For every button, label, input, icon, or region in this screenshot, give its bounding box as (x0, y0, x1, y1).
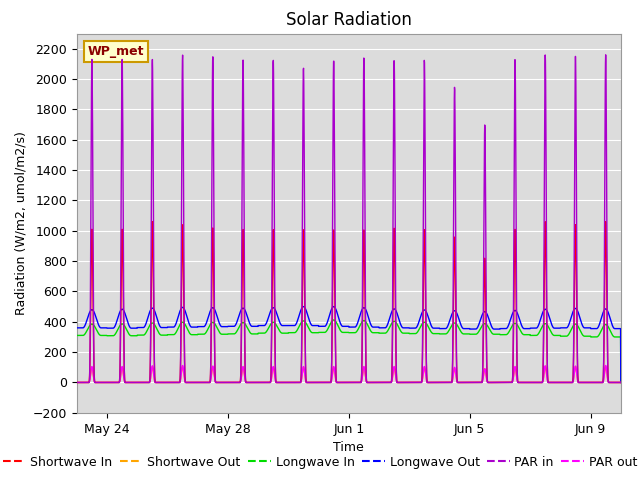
Text: WP_met: WP_met (88, 45, 144, 58)
Legend: Shortwave In, Shortwave Out, Longwave In, Longwave Out, PAR in, PAR out: Shortwave In, Shortwave Out, Longwave In… (0, 451, 640, 474)
Title: Solar Radiation: Solar Radiation (286, 11, 412, 29)
Y-axis label: Radiation (W/m2, umol/m2/s): Radiation (W/m2, umol/m2/s) (14, 131, 27, 315)
X-axis label: Time: Time (333, 441, 364, 454)
